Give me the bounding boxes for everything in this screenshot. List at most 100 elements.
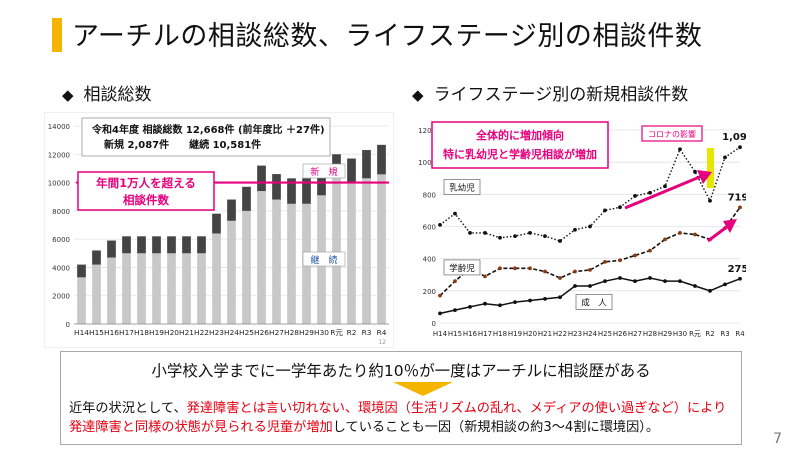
data-point bbox=[453, 279, 457, 284]
data-point bbox=[633, 194, 637, 198]
x-tick-label: R3 bbox=[720, 330, 729, 338]
bar-new bbox=[92, 250, 101, 265]
data-point bbox=[468, 305, 472, 309]
x-tick-label: R2 bbox=[347, 328, 357, 337]
data-point bbox=[648, 276, 652, 280]
x-tick-label: H24 bbox=[583, 330, 598, 338]
x-tick-label: H21 bbox=[179, 328, 194, 337]
left-heading-text: 相談総数 bbox=[83, 85, 152, 105]
x-tick-label: H23 bbox=[568, 330, 582, 338]
bar-new bbox=[182, 236, 191, 254]
bar-continuing bbox=[362, 178, 371, 324]
x-tick-label: H22 bbox=[194, 328, 209, 337]
x-tick-label: H14 bbox=[433, 330, 448, 338]
data-point bbox=[633, 253, 637, 258]
x-tick-label: H26 bbox=[254, 328, 269, 337]
corner-note: 12 bbox=[378, 339, 386, 346]
summary-text-1: 近年の状況として、 bbox=[69, 401, 187, 416]
x-tick-label: H30 bbox=[314, 328, 329, 337]
data-point bbox=[543, 269, 547, 274]
x-tick-label: H26 bbox=[613, 330, 628, 338]
x-tick-label: R3 bbox=[362, 328, 372, 337]
series-label-box bbox=[443, 259, 481, 276]
bar-continuing bbox=[182, 253, 191, 324]
x-tick-label: H25 bbox=[598, 330, 612, 338]
x-tick-label: R2 bbox=[705, 330, 714, 338]
callout-line1: 年間1万人を超える bbox=[96, 176, 196, 190]
bar-continuing bbox=[332, 174, 341, 324]
x-tick-label: H15 bbox=[448, 330, 462, 338]
summary-body: 近年の状況として、発達障害とは言い切れない、環境因（生活リズムの乱れ、メディアの… bbox=[69, 399, 737, 437]
callout-line2: 相談件数 bbox=[123, 193, 169, 207]
data-point bbox=[513, 300, 517, 304]
x-tick-label: H22 bbox=[553, 330, 567, 338]
x-tick-label: H30 bbox=[673, 330, 687, 338]
trend-arrow-2-shaft bbox=[707, 224, 729, 243]
data-point bbox=[663, 279, 667, 284]
data-point bbox=[693, 284, 697, 288]
y-tick-label: 0 bbox=[432, 320, 436, 328]
x-tick-label: H19 bbox=[149, 328, 164, 337]
data-point bbox=[663, 184, 667, 189]
bar-continuing bbox=[167, 253, 176, 324]
end-value-label: 1,093 bbox=[722, 132, 746, 143]
left-heading: ◆ 相談総数 bbox=[62, 80, 152, 105]
x-tick-label: H17 bbox=[478, 330, 492, 338]
covid-label-box bbox=[641, 125, 703, 142]
data-point bbox=[618, 276, 622, 280]
x-tick-label: H15 bbox=[89, 328, 104, 337]
data-point bbox=[483, 274, 487, 279]
label-cont-box bbox=[302, 251, 346, 267]
data-point bbox=[528, 231, 532, 235]
summary-box: 小学校入学までに一学年あたり約10％が一度はアーチルに相談歴がある 近年の状況と… bbox=[60, 351, 742, 445]
data-point bbox=[588, 224, 592, 229]
data-point bbox=[648, 248, 652, 253]
data-point bbox=[558, 239, 562, 243]
bar-new bbox=[272, 174, 281, 200]
data-point bbox=[588, 284, 592, 288]
callout-line2: 特に乳幼児と学齢児相談が増加 bbox=[443, 147, 597, 161]
covid-label: コロナの影響 bbox=[648, 129, 696, 139]
data-point bbox=[603, 259, 607, 264]
data-point bbox=[603, 208, 607, 213]
data-point bbox=[468, 231, 472, 235]
x-tick-label: H27 bbox=[269, 328, 284, 337]
bar-continuing bbox=[257, 191, 266, 324]
bar-continuing bbox=[122, 253, 131, 324]
data-point bbox=[573, 269, 577, 274]
data-point bbox=[438, 311, 442, 316]
bar-continuing bbox=[137, 253, 146, 324]
data-point bbox=[678, 231, 682, 235]
callout-box bbox=[77, 171, 215, 211]
x-tick-label: H14 bbox=[74, 328, 89, 337]
end-value-label: 275 bbox=[728, 264, 746, 275]
data-point bbox=[483, 231, 487, 235]
bar-continuing bbox=[287, 203, 296, 324]
label-new: 新 規 bbox=[310, 166, 337, 178]
bar-continuing bbox=[92, 264, 101, 324]
title-accent-bar bbox=[52, 18, 62, 52]
trend-arrow-1-head-icon bbox=[697, 170, 712, 184]
x-tick-label: H23 bbox=[209, 328, 224, 337]
series-label-box bbox=[575, 294, 613, 310]
y-tick-label: 1200 bbox=[418, 127, 436, 135]
data-point bbox=[738, 145, 742, 150]
x-tick-label: H21 bbox=[538, 330, 552, 338]
series-label: 学齢児 bbox=[449, 263, 475, 274]
trend-arrow-2-head-icon bbox=[723, 219, 737, 233]
x-tick-label: H25 bbox=[239, 328, 254, 337]
y-tick-label: 1000 bbox=[418, 159, 436, 167]
x-tick-label: H18 bbox=[493, 330, 507, 338]
bar-continuing bbox=[242, 210, 251, 324]
x-tick-label: H17 bbox=[119, 328, 134, 337]
bar-new bbox=[197, 236, 206, 254]
x-tick-label: H18 bbox=[134, 328, 149, 337]
y-tick-label: 2000 bbox=[52, 293, 70, 301]
covid-marker-bar bbox=[707, 148, 714, 188]
data-point bbox=[618, 205, 622, 210]
data-point bbox=[678, 147, 682, 152]
data-point bbox=[573, 284, 577, 288]
bar-new bbox=[257, 165, 266, 192]
series-label: 乳幼児 bbox=[449, 183, 475, 194]
summary-text-highlight: 発達障害とは言い切れない、環境因（生活リズムの乱れ、メディアの使い過ぎなど）によ… bbox=[69, 401, 727, 435]
